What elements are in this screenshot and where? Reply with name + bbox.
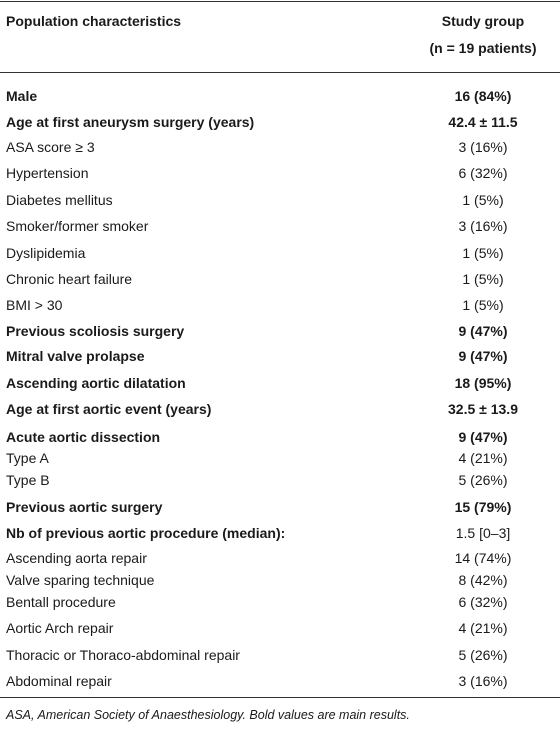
row-value: 3 (16%)	[458, 218, 508, 234]
row-label: Aortic Arch repair	[6, 620, 114, 636]
rule-top	[0, 1, 560, 2]
row-value: 5 (26%)	[458, 472, 508, 488]
row-value: 14 (74%)	[454, 550, 512, 566]
row-label: Mitral valve prolapse	[6, 348, 145, 364]
header-label: Population characteristics	[6, 13, 182, 29]
row-label: Male	[6, 88, 38, 104]
row-label: Previous aortic surgery	[6, 499, 163, 515]
row-label: Dyslipidemia	[6, 245, 86, 261]
row-label: Nb of previous aortic procedure (median)…	[6, 525, 286, 541]
row-value: 1 (5%)	[462, 245, 504, 261]
row-value: 1 (5%)	[462, 192, 504, 208]
row-value: 6 (32%)	[458, 165, 508, 181]
row-value: 1 (5%)	[462, 271, 504, 287]
row-value: 9 (47%)	[458, 429, 508, 445]
row-value: 15 (79%)	[454, 499, 512, 515]
row-label: Previous scoliosis surgery	[6, 323, 185, 339]
row-value: 8 (42%)	[458, 572, 508, 588]
row-label: Chronic heart failure	[6, 271, 133, 287]
row-value: 6 (32%)	[458, 594, 508, 610]
row-label: Ascending aortic dilatation	[6, 375, 186, 391]
row-value: 16 (84%)	[454, 88, 512, 104]
row-label: Acute aortic dissection	[6, 429, 161, 445]
row-label: Thoracic or Thoraco-abdominal repair	[6, 647, 240, 663]
row-label: Hypertension	[6, 165, 89, 181]
row-label: Bentall procedure	[6, 594, 116, 610]
row-value: 3 (16%)	[458, 673, 508, 689]
row-value: 42.4 ± 11.5	[448, 114, 518, 130]
row-value: 4 (21%)	[458, 620, 508, 636]
row-label: Valve sparing technique	[6, 572, 155, 588]
row-value: 1 (5%)	[462, 297, 504, 313]
row-value: 32.5 ± 13.9	[448, 401, 518, 417]
header-group: Study group	[441, 13, 525, 29]
row-value: 4 (21%)	[458, 450, 508, 466]
rule-bottom	[0, 697, 560, 698]
row-label: Ascending aorta repair	[6, 550, 147, 566]
row-label: Type A	[6, 450, 49, 466]
footnote: ASA, American Society of Anaesthesiology…	[6, 708, 410, 722]
row-label: Smoker/former smoker	[6, 218, 149, 234]
row-value: 3 (16%)	[458, 139, 508, 155]
row-value: 9 (47%)	[458, 323, 508, 339]
row-label: Age at first aortic event (years)	[6, 401, 212, 417]
rule-header	[0, 72, 560, 73]
row-label: Age at first aneurysm surgery (years)	[6, 114, 255, 130]
row-value: 1.5 [0–3]	[455, 525, 511, 541]
row-label: BMI > 30	[6, 297, 63, 313]
row-value: 18 (95%)	[454, 375, 512, 391]
row-label: Diabetes mellitus	[6, 192, 113, 208]
header-group-size: (n = 19 patients)	[429, 40, 537, 56]
row-label: Type B	[6, 472, 50, 488]
row-value: 9 (47%)	[458, 348, 508, 364]
row-label: ASA score ≥ 3	[6, 139, 95, 155]
row-value: 5 (26%)	[458, 647, 508, 663]
row-label: Abdominal repair	[6, 673, 112, 689]
